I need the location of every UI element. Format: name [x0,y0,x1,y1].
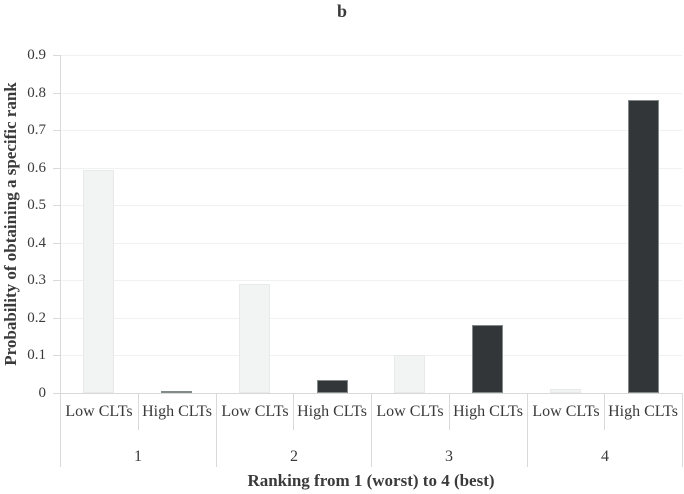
category-separator-tick [449,393,450,430]
gridline [60,130,682,131]
x-group-label: 3 [445,448,453,465]
gridline [60,93,682,94]
y-tick-mark [53,130,60,131]
y-tick-mark [53,280,60,281]
x-subcategory-label: Low CLTs [65,403,133,420]
y-tick-mark [53,355,60,356]
gridline [60,205,682,206]
y-tick-label: 0.3 [27,272,46,288]
gridline [60,168,682,169]
x-group-label: 4 [601,448,609,465]
gridline [60,243,682,244]
y-tick-mark [53,55,60,56]
y-tick-mark [53,93,60,94]
bar-high-clts-rank1 [161,391,192,393]
bar-low-clts-rank4 [550,389,581,393]
y-tick-mark [53,168,60,169]
x-axis-title: Ranking from 1 (worst) to 4 (best) [247,471,495,490]
y-tick-mark [53,205,60,206]
gridline [60,318,682,319]
y-tick-label: 0.5 [27,197,46,213]
x-subcategory-label: High CLTs [297,403,367,420]
bar-high-clts-rank3 [472,325,503,393]
category-separator-tick [604,393,605,430]
y-tick-label: 0.9 [27,47,46,63]
x-subcategory-label: Low CLTs [376,403,444,420]
x-subcategory-label: High CLTs [453,403,523,420]
x-subcategory-label: High CLTs [142,403,212,420]
y-tick-mark [53,243,60,244]
y-tick-label: 0.6 [27,160,46,176]
gridline [60,280,682,281]
gridline [60,355,682,356]
category-separator-tick [138,393,139,430]
y-tick-label: 0.1 [27,347,46,363]
y-tick-mark [53,393,60,394]
group-separator-tick [371,393,372,467]
x-group-label: 1 [134,448,142,465]
bar-low-clts-rank3 [394,355,425,393]
y-tick-label: 0.8 [27,85,46,101]
x-subcategory-label: Low CLTs [221,403,289,420]
x-group-label: 2 [290,448,298,465]
bar-low-clts-rank1 [83,170,114,393]
group-separator-tick [527,393,528,467]
group-separator-tick [60,393,61,467]
y-tick-label: 0.7 [27,122,46,138]
y-tick-label: 0.2 [27,310,46,326]
group-separator-tick [682,393,683,467]
x-subcategory-label: Low CLTs [532,403,600,420]
y-tick-label: 0 [38,385,47,401]
group-separator-tick [216,393,217,467]
category-separator-tick [293,393,294,430]
y-axis-line [60,55,61,393]
y-tick-mark [53,318,60,319]
bar-high-clts-rank4 [628,100,659,393]
bar-low-clts-rank2 [239,284,270,393]
x-subcategory-label: High CLTs [608,403,678,420]
bar-high-clts-rank2 [317,380,348,393]
gridline [60,55,682,56]
chart-title: b [336,1,347,21]
y-tick-label: 0.4 [27,235,46,251]
